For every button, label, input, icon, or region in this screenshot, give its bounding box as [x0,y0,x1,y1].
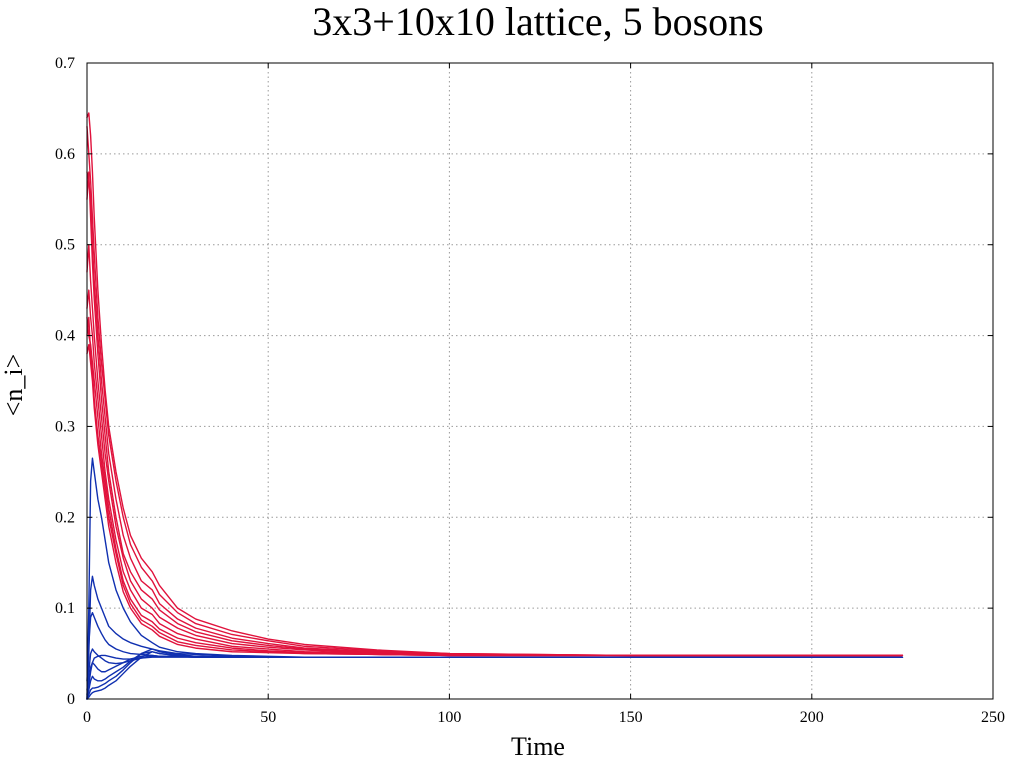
y-tick-label: 0.3 [55,418,75,435]
series-line-red-5 [86,289,904,657]
x-tick-label: 100 [437,709,461,726]
series-line-blue-17 [86,654,904,700]
x-axis-label: Time [511,732,565,761]
series-line-red-2 [86,171,904,657]
y-tick-label: 0.6 [55,146,75,163]
y-axis-label: <n_i> [0,354,28,417]
x-tick-label: 0 [83,709,91,726]
series-line-red-0 [86,112,904,657]
x-tick-label: 150 [619,709,643,726]
series-line-red-3 [86,171,904,657]
x-tick-label: 50 [260,709,276,726]
axis-ticks: 0 50 100 150 200 250 0 0.1 0.2 0.3 0.4 0.5 0.6 0.7 [55,55,1005,726]
x-tick-label: 250 [981,709,1005,726]
y-tick-label: 0.2 [55,509,75,526]
y-tick-label: 0 [67,691,75,708]
chart-title: 3x3+10x10 lattice, 5 bosons [312,0,763,44]
y-tick-label: 0.7 [55,55,75,72]
y-tick-label: 0.4 [55,328,75,345]
y-tick-label: 0.5 [55,237,75,254]
series-group [86,112,904,700]
plot-frame [86,62,994,700]
x-tick-label: 200 [800,709,824,726]
series-line-red-8 [86,343,904,657]
y-tick-label: 0.1 [55,600,75,617]
series-line-red-1 [86,125,904,657]
